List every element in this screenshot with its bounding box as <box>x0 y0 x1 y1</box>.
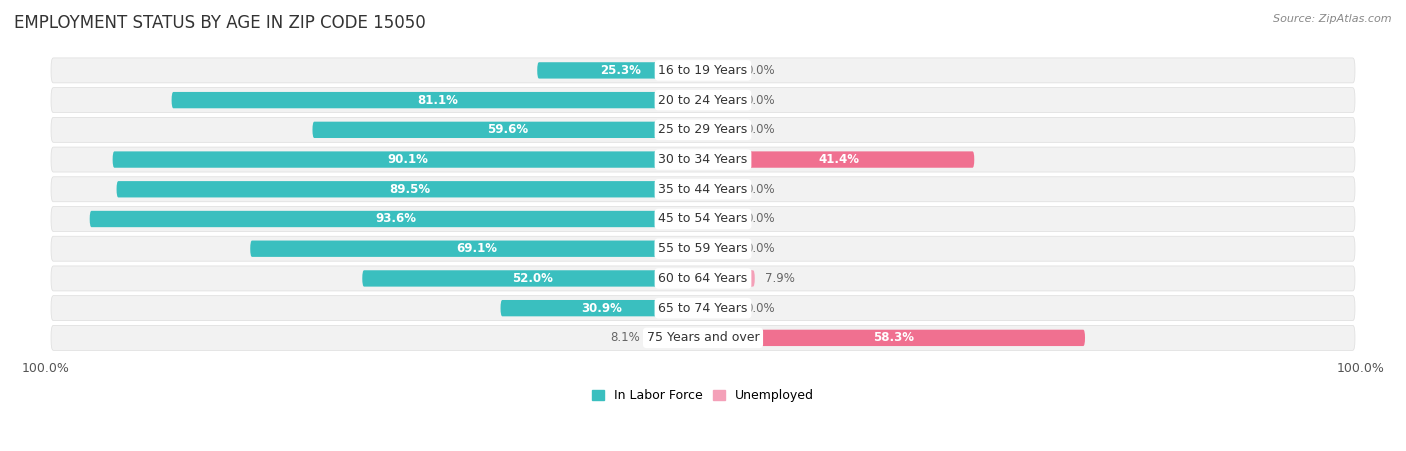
Text: 100.0%: 100.0% <box>1337 362 1385 375</box>
Text: 41.4%: 41.4% <box>818 153 859 166</box>
Text: 7.9%: 7.9% <box>765 272 794 285</box>
Text: Source: ZipAtlas.com: Source: ZipAtlas.com <box>1274 14 1392 23</box>
FancyBboxPatch shape <box>703 181 735 198</box>
FancyBboxPatch shape <box>537 62 703 78</box>
Text: 55 to 59 Years: 55 to 59 Years <box>658 242 748 255</box>
FancyBboxPatch shape <box>703 240 735 257</box>
FancyBboxPatch shape <box>312 122 703 138</box>
Text: EMPLOYMENT STATUS BY AGE IN ZIP CODE 15050: EMPLOYMENT STATUS BY AGE IN ZIP CODE 150… <box>14 14 426 32</box>
Text: 0.0%: 0.0% <box>745 183 775 196</box>
Text: 20 to 24 Years: 20 to 24 Years <box>658 94 748 106</box>
FancyBboxPatch shape <box>51 58 1355 83</box>
Text: 30.9%: 30.9% <box>581 302 623 315</box>
FancyBboxPatch shape <box>703 92 735 108</box>
Text: 93.6%: 93.6% <box>375 212 416 226</box>
FancyBboxPatch shape <box>363 270 703 286</box>
FancyBboxPatch shape <box>172 92 703 108</box>
FancyBboxPatch shape <box>51 296 1355 321</box>
Text: 65 to 74 Years: 65 to 74 Years <box>658 302 748 315</box>
Text: 25.3%: 25.3% <box>600 64 641 77</box>
Text: 30 to 34 Years: 30 to 34 Years <box>658 153 748 166</box>
Text: 0.0%: 0.0% <box>745 94 775 106</box>
FancyBboxPatch shape <box>703 62 735 78</box>
Text: 75 Years and over: 75 Years and over <box>647 331 759 345</box>
Legend: In Labor Force, Unemployed: In Labor Force, Unemployed <box>588 386 818 406</box>
Text: 69.1%: 69.1% <box>456 242 498 255</box>
Text: 45 to 54 Years: 45 to 54 Years <box>658 212 748 226</box>
Text: 59.6%: 59.6% <box>486 123 529 136</box>
Text: 52.0%: 52.0% <box>512 272 553 285</box>
FancyBboxPatch shape <box>51 177 1355 202</box>
Text: 81.1%: 81.1% <box>416 94 458 106</box>
FancyBboxPatch shape <box>51 87 1355 113</box>
FancyBboxPatch shape <box>703 211 735 227</box>
Text: 0.0%: 0.0% <box>745 242 775 255</box>
FancyBboxPatch shape <box>51 236 1355 261</box>
FancyBboxPatch shape <box>51 207 1355 231</box>
Text: 35 to 44 Years: 35 to 44 Years <box>658 183 748 196</box>
FancyBboxPatch shape <box>117 181 703 198</box>
FancyBboxPatch shape <box>703 270 755 286</box>
FancyBboxPatch shape <box>112 152 703 168</box>
Text: 58.3%: 58.3% <box>873 331 914 345</box>
Text: 8.1%: 8.1% <box>610 331 640 345</box>
FancyBboxPatch shape <box>703 152 974 168</box>
FancyBboxPatch shape <box>703 330 1085 346</box>
Text: 89.5%: 89.5% <box>389 183 430 196</box>
FancyBboxPatch shape <box>90 211 703 227</box>
FancyBboxPatch shape <box>51 147 1355 172</box>
FancyBboxPatch shape <box>51 266 1355 291</box>
Text: 0.0%: 0.0% <box>745 212 775 226</box>
Text: 0.0%: 0.0% <box>745 123 775 136</box>
FancyBboxPatch shape <box>51 325 1355 350</box>
FancyBboxPatch shape <box>703 300 735 316</box>
Text: 25 to 29 Years: 25 to 29 Years <box>658 123 748 136</box>
Text: 100.0%: 100.0% <box>21 362 69 375</box>
FancyBboxPatch shape <box>250 240 703 257</box>
FancyBboxPatch shape <box>501 300 703 316</box>
Text: 0.0%: 0.0% <box>745 302 775 315</box>
FancyBboxPatch shape <box>51 117 1355 143</box>
Text: 16 to 19 Years: 16 to 19 Years <box>658 64 748 77</box>
Text: 90.1%: 90.1% <box>388 153 429 166</box>
Text: 60 to 64 Years: 60 to 64 Years <box>658 272 748 285</box>
FancyBboxPatch shape <box>650 330 703 346</box>
FancyBboxPatch shape <box>703 122 735 138</box>
Text: 0.0%: 0.0% <box>745 64 775 77</box>
